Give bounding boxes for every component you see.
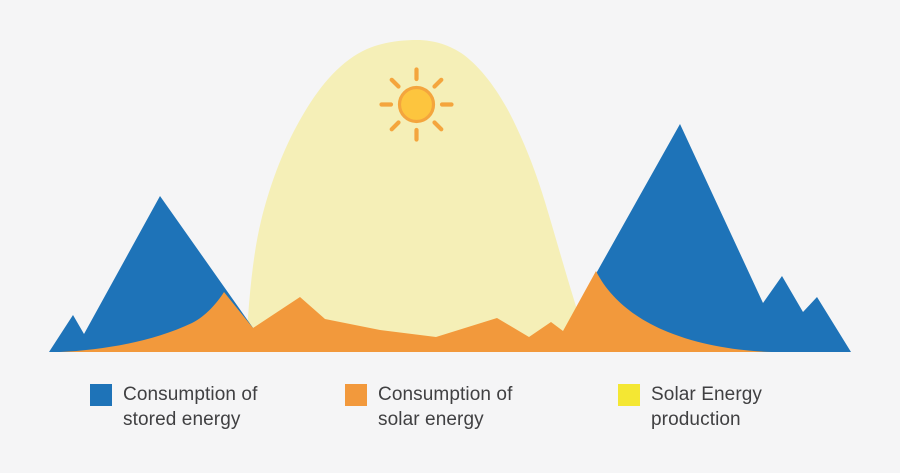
legend-swatch-solar-production	[618, 384, 640, 406]
legend-item-solar-consumption: Consumption of solar energy	[345, 382, 512, 432]
legend-item-solar-production: Solar Energy production	[618, 382, 762, 432]
solar-production-area	[246, 40, 599, 352]
legend-label-solar-production: Solar Energy production	[651, 382, 762, 432]
sun-core	[397, 85, 436, 124]
legend-label-line: solar energy	[378, 409, 484, 430]
legend-label-line: Consumption of	[123, 384, 258, 405]
legend-swatch-stored-energy	[90, 384, 112, 406]
legend-label-stored-energy: Consumption of stored energy	[123, 382, 257, 432]
legend-label-line: production	[651, 409, 741, 430]
sun-rays	[379, 67, 454, 142]
stored-energy-right-mountain	[552, 124, 851, 352]
legend-label-line: stored energy	[123, 409, 241, 430]
legend-label-solar-consumption: Consumption of solar energy	[378, 382, 512, 432]
legend-label-line: Consumption of	[378, 384, 513, 405]
solar-consumption-area	[60, 271, 772, 352]
sun-icon	[379, 67, 454, 142]
legend-item-stored-energy: Consumption of stored energy	[90, 382, 257, 432]
legend-label-line: Solar Energy	[651, 384, 763, 405]
legend: Consumption of stored energy Consumption…	[0, 382, 900, 434]
legend-swatch-solar-consumption	[345, 384, 367, 406]
